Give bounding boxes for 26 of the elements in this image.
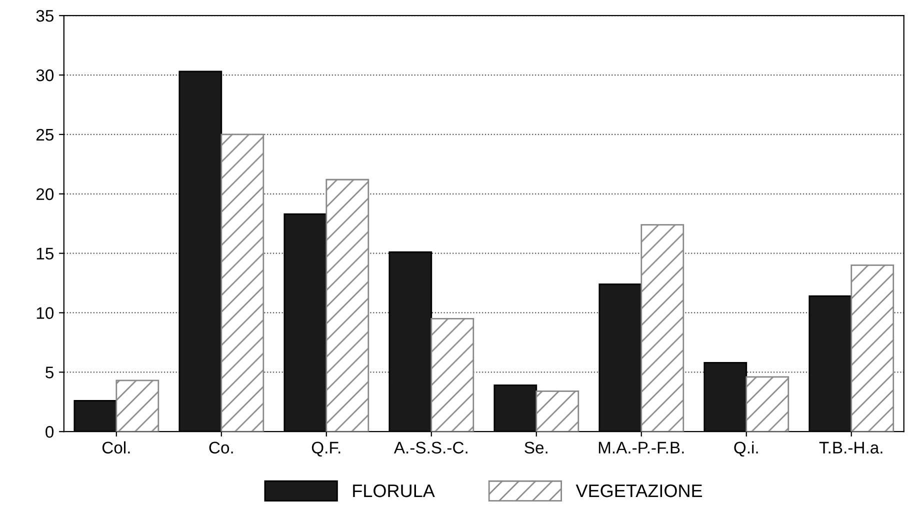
bar xyxy=(536,390,580,432)
bar xyxy=(640,224,684,432)
y-tick-label: 30 xyxy=(36,69,54,82)
legend-label: VEGETAZIONE xyxy=(576,484,702,498)
y-tick-label: 5 xyxy=(46,366,54,378)
x-tick-label: Q.F. xyxy=(312,442,340,457)
y-tick-label: 25 xyxy=(36,128,54,141)
bar xyxy=(220,134,264,432)
x-tick-label: Col. xyxy=(102,441,130,454)
y-tick-label: 35 xyxy=(36,10,54,22)
x-tick-label: Q.i. xyxy=(734,441,758,457)
bar xyxy=(326,178,370,432)
y-tick-label: 20 xyxy=(36,188,54,200)
x-tick-label: Co. xyxy=(209,442,233,454)
bar xyxy=(850,264,894,432)
bar xyxy=(116,380,160,432)
x-tick-label: T.B.-H.a. xyxy=(819,442,882,454)
y-tick-label: 0 xyxy=(46,426,54,438)
y-tick-label: 15 xyxy=(36,248,54,260)
bar xyxy=(430,318,474,432)
x-tick-label: A.-S.S.-C. xyxy=(394,442,468,454)
legend-label: FLORULA xyxy=(353,484,435,498)
bar xyxy=(746,376,790,432)
y-tick-label: 10 xyxy=(36,307,54,319)
x-tick-label: Se. xyxy=(524,442,548,454)
x-tick-label: M.A.-P.-F.B. xyxy=(598,442,684,454)
